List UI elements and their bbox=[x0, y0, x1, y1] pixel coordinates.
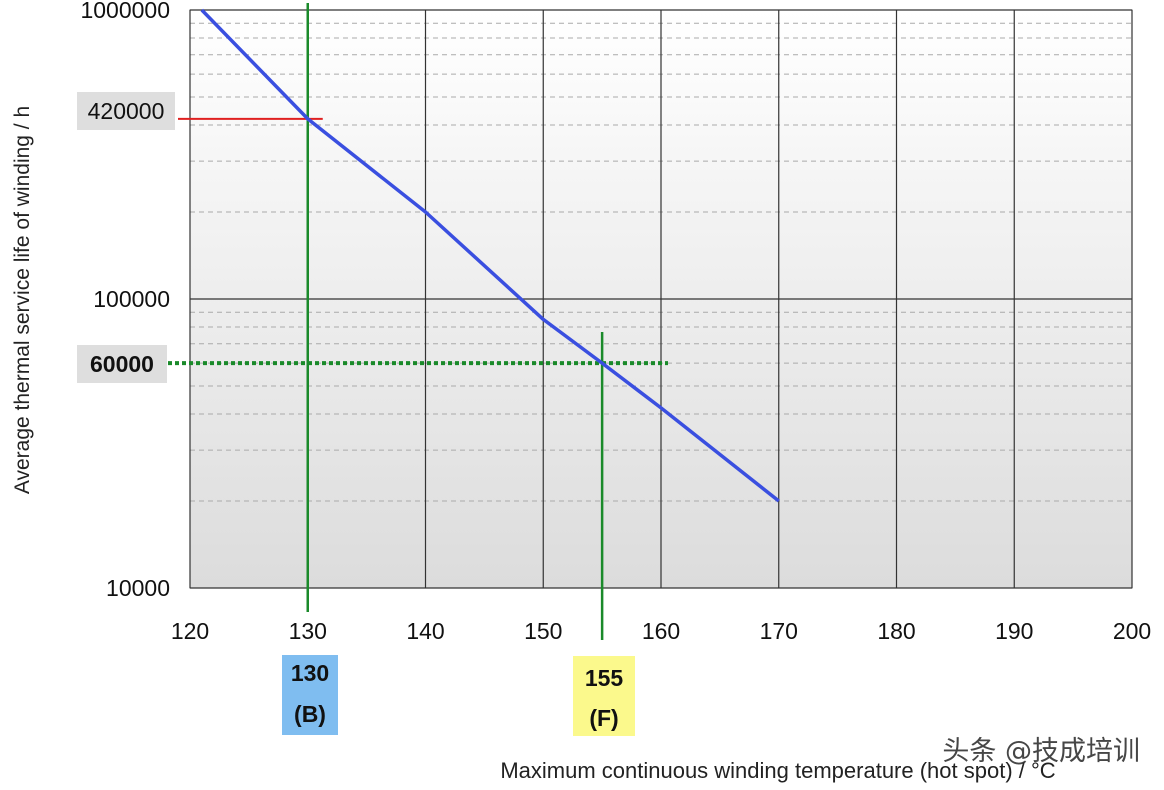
x-tick-label: 190 bbox=[995, 618, 1033, 644]
x-tick-label: 200 bbox=[1113, 618, 1151, 644]
green-callout-box bbox=[77, 345, 167, 383]
red-callout-label: 420000 bbox=[88, 98, 165, 124]
x-tick-label: 130 bbox=[289, 618, 327, 644]
reference-lines bbox=[168, 3, 668, 640]
class-b-value: 130 bbox=[291, 660, 329, 686]
watermark: 头条 @技成培训 bbox=[942, 736, 1140, 767]
x-tick-label: 180 bbox=[877, 618, 915, 644]
y-axis-label: Average thermal service life of winding … bbox=[11, 106, 34, 494]
green-callout-label: 60000 bbox=[90, 351, 154, 377]
class-b-box bbox=[282, 655, 338, 735]
class-f-class: (F) bbox=[589, 705, 618, 731]
y-tick-labels: 10000 100000 1000000 bbox=[80, 0, 170, 601]
y-tick-label: 10000 bbox=[106, 575, 170, 601]
class-f-box bbox=[573, 656, 635, 736]
x-tick-label: 120 bbox=[171, 618, 209, 644]
x-tick-label: 160 bbox=[642, 618, 680, 644]
x-tick-label: 150 bbox=[524, 618, 562, 644]
class-b-class: (B) bbox=[294, 701, 326, 727]
y-tick-label: 100000 bbox=[93, 286, 170, 312]
y-tick-label: 1000000 bbox=[80, 0, 170, 23]
x-tick-label: 140 bbox=[406, 618, 444, 644]
x-axis-label: Maximum continuous winding temperature (… bbox=[500, 758, 1055, 783]
red-callout-box bbox=[77, 92, 175, 130]
class-f-value: 155 bbox=[585, 665, 624, 691]
x-tick-label: 170 bbox=[760, 618, 798, 644]
series-layer bbox=[200, 8, 780, 503]
x-tick-labels: 120 130 140 150 160 170 180 190 200 bbox=[171, 618, 1151, 644]
series-line bbox=[200, 8, 780, 503]
